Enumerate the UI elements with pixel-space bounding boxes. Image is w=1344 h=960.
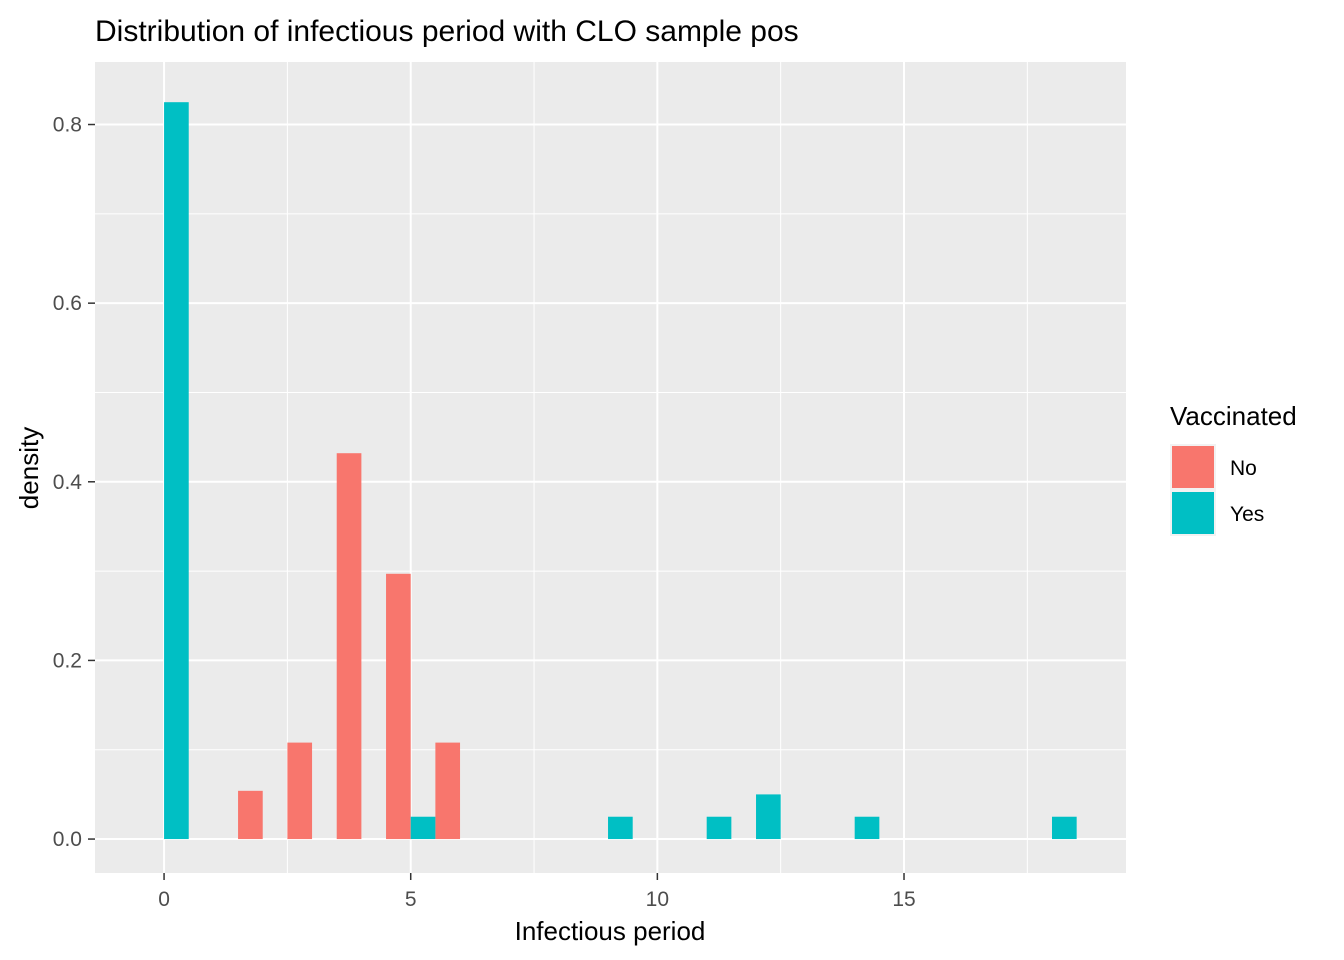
x-axis-label: Infectious period xyxy=(515,916,706,946)
legend-items: No Yes xyxy=(1170,444,1264,536)
axes: 0 5 10 15 0.0 0.2 0.4 0.6 0.8 xyxy=(53,114,916,911)
x-tick-label: 5 xyxy=(405,888,417,911)
bar xyxy=(410,816,436,840)
legend-label: No xyxy=(1230,457,1257,480)
legend: Vaccinated No Yes xyxy=(1170,401,1297,536)
chart-title: Distribution of infectious period with C… xyxy=(95,15,799,48)
bar xyxy=(854,816,880,840)
y-tick-label: 0.8 xyxy=(53,114,82,137)
y-tick-label: 0.4 xyxy=(53,471,83,494)
bar xyxy=(435,742,461,840)
legend-swatch xyxy=(1172,446,1214,488)
bar xyxy=(238,790,263,840)
bar xyxy=(386,573,411,840)
y-tick-label: 0.2 xyxy=(53,649,82,672)
legend-title: Vaccinated xyxy=(1170,401,1297,431)
x-tick-label: 15 xyxy=(892,888,915,911)
x-tick-label: 10 xyxy=(646,888,669,911)
bar xyxy=(756,794,781,840)
legend-swatch xyxy=(1172,492,1214,534)
y-axis-label: density xyxy=(14,427,44,509)
bar xyxy=(1052,816,1077,840)
bar xyxy=(706,816,732,840)
x-tick-label: 0 xyxy=(158,888,170,911)
legend-label: Yes xyxy=(1230,503,1264,526)
y-tick-label: 0.6 xyxy=(53,292,82,315)
bars xyxy=(164,102,1077,840)
bar xyxy=(164,102,189,840)
plot-panel xyxy=(95,62,1126,873)
y-tick-label: 0.0 xyxy=(53,828,82,851)
bar xyxy=(336,453,362,840)
bar xyxy=(608,816,633,840)
bar xyxy=(287,742,313,840)
